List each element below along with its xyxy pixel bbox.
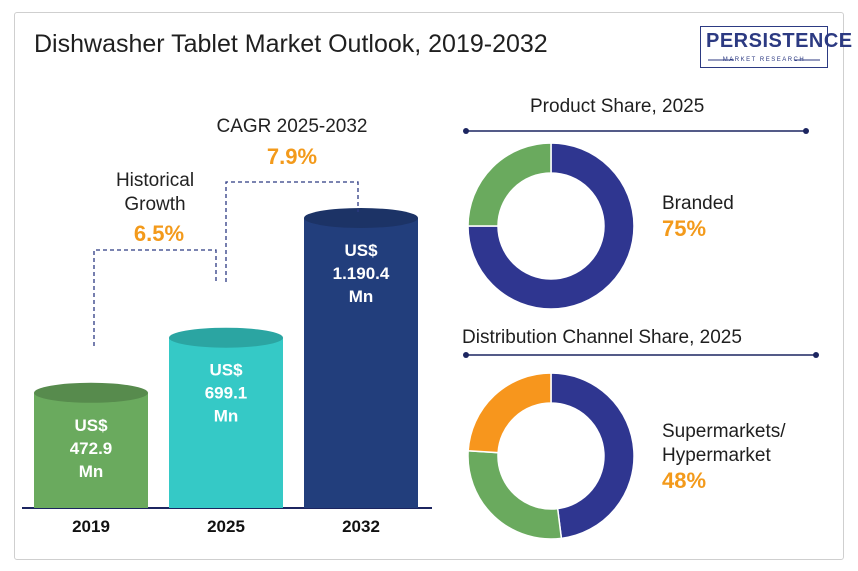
distribution-share-slice-2: [467, 372, 552, 454]
distribution-share-label-line1: Supermarkets/: [662, 421, 786, 442]
distribution-share-legend: Supermarkets/ Hypermarket 48%: [662, 420, 786, 494]
cagr-connector: [225, 181, 359, 282]
infographic-frame: [14, 12, 844, 560]
distribution-share-label-line2: Hypermarket: [662, 445, 771, 466]
page-title: Dishwasher Tablet Market Outlook, 2019-2…: [34, 30, 548, 58]
logo-frame: [700, 26, 828, 68]
bar-2019: [34, 392, 148, 508]
historical-growth-label: Historical: [116, 170, 194, 191]
bar-top-2019: [34, 382, 148, 403]
cagr-label: CAGR 2025-2032: [216, 116, 367, 137]
logo-wordmark: PERSISTENCE: [706, 30, 853, 52]
distribution-share-slice-0: [550, 372, 635, 540]
bar-value-label: US$: [209, 361, 243, 380]
historical-growth-label: Growth: [124, 194, 185, 215]
cagr-value: 7.9%: [267, 144, 317, 169]
bar-top-2025: [169, 327, 283, 348]
distribution-share-value: 48%: [662, 468, 707, 493]
historical-growth-connector: [93, 249, 217, 346]
x-tick-label: 2025: [207, 517, 245, 536]
product-share-slice-1: [467, 142, 552, 227]
distribution-share-divider: [463, 352, 819, 358]
historical-growth-value: 6.5%: [134, 221, 184, 246]
bar-top-2032: [304, 208, 418, 228]
product-share-slice-0: [467, 142, 635, 310]
bar-value-label: 472.9: [70, 439, 113, 458]
product-share-value: 75%: [662, 216, 707, 241]
bar-2032: [304, 218, 418, 508]
product-share-label: Branded: [662, 193, 734, 214]
bar-value-label: 699.1: [205, 384, 248, 403]
bar-value-label: Mn: [79, 462, 104, 481]
x-tick-label: 2032: [342, 517, 380, 536]
bar-value-label: US$: [74, 416, 108, 435]
product-share-divider: [463, 128, 809, 134]
company-logo: PERSISTENCE MARKET RESEARCH: [700, 26, 852, 68]
distribution-share-title: Distribution Channel Share, 2025: [462, 327, 742, 348]
distribution-share-slice-1: [467, 449, 563, 540]
logo-tagline: MARKET RESEARCH: [722, 57, 806, 63]
bar-value-label: 1.190.4: [333, 264, 390, 283]
bar-value-label: Mn: [349, 287, 374, 306]
bar-value-label: Mn: [214, 407, 239, 426]
product-share-legend: Branded 75%: [662, 192, 734, 242]
bar-value-label: US$: [344, 241, 378, 260]
x-tick-label: 2019: [72, 517, 110, 536]
product-share-title: Product Share, 2025: [530, 96, 705, 117]
bar-2025: [169, 337, 283, 508]
